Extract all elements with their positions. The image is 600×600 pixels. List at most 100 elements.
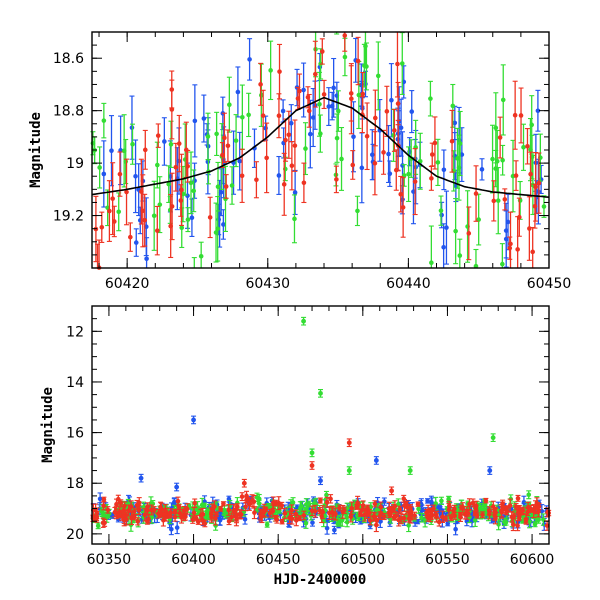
data-point bbox=[243, 504, 248, 510]
data-point bbox=[404, 504, 410, 510]
data-point bbox=[502, 197, 508, 202]
data-point bbox=[267, 510, 273, 516]
data-point bbox=[508, 241, 513, 247]
data-point bbox=[342, 507, 347, 513]
data-point bbox=[429, 176, 434, 181]
data-point bbox=[131, 509, 137, 514]
data-point bbox=[474, 513, 480, 518]
outlier-point bbox=[138, 475, 144, 481]
data-point bbox=[496, 522, 501, 527]
data-point bbox=[162, 139, 167, 144]
data-point bbox=[527, 519, 532, 524]
data-point bbox=[439, 498, 444, 504]
data-point bbox=[472, 517, 478, 523]
data-point bbox=[100, 520, 106, 526]
data-point bbox=[364, 133, 370, 139]
data-point bbox=[389, 97, 394, 103]
data-point bbox=[319, 49, 325, 54]
data-point bbox=[378, 504, 384, 510]
data-point bbox=[290, 500, 296, 505]
data-point bbox=[397, 506, 403, 512]
data-point bbox=[169, 204, 175, 209]
data-point bbox=[225, 143, 231, 149]
bottom-x-tick-label: 60350 bbox=[87, 552, 132, 568]
data-point bbox=[516, 515, 522, 521]
data-point bbox=[513, 173, 519, 178]
data-point bbox=[401, 173, 407, 178]
data-point bbox=[173, 164, 179, 170]
data-point bbox=[301, 87, 306, 93]
data-point bbox=[467, 501, 472, 507]
data-point bbox=[176, 504, 182, 510]
data-point bbox=[277, 69, 282, 74]
data-point bbox=[301, 513, 307, 518]
data-point bbox=[101, 118, 107, 123]
data-point bbox=[513, 504, 519, 510]
data-point bbox=[133, 240, 139, 245]
data-point bbox=[515, 523, 520, 528]
data-point bbox=[528, 147, 533, 152]
outlier-point bbox=[346, 440, 352, 446]
data-point bbox=[172, 514, 178, 520]
data-point bbox=[282, 511, 288, 516]
data-point bbox=[179, 225, 185, 230]
data-point bbox=[151, 213, 157, 219]
outlier-point bbox=[490, 435, 496, 441]
data-point bbox=[530, 249, 535, 255]
data-point bbox=[398, 516, 404, 521]
data-point bbox=[457, 253, 463, 258]
outlier-point bbox=[318, 478, 323, 484]
data-point bbox=[276, 113, 282, 119]
data-point bbox=[268, 68, 273, 73]
data-point bbox=[281, 182, 287, 187]
data-point bbox=[349, 505, 355, 511]
data-point bbox=[358, 511, 363, 516]
data-point bbox=[310, 520, 315, 525]
top-y-tick-label: 18.6 bbox=[53, 51, 84, 67]
data-point bbox=[107, 208, 112, 214]
data-point bbox=[452, 513, 458, 519]
data-point bbox=[179, 515, 184, 520]
data-point bbox=[321, 92, 327, 97]
data-point bbox=[450, 103, 456, 109]
data-point bbox=[136, 500, 142, 506]
data-point bbox=[536, 509, 541, 515]
bottom-y-tick-label: 18 bbox=[66, 476, 84, 492]
data-point bbox=[95, 523, 101, 529]
data-point bbox=[227, 102, 232, 108]
data-point bbox=[439, 212, 444, 218]
data-point bbox=[444, 225, 449, 230]
data-point bbox=[342, 54, 348, 60]
data-point bbox=[139, 189, 144, 194]
data-point bbox=[453, 228, 458, 234]
data-point bbox=[144, 256, 149, 262]
data-point bbox=[297, 515, 302, 521]
data-point bbox=[527, 226, 532, 231]
data-point bbox=[279, 519, 285, 524]
data-point bbox=[239, 494, 245, 499]
data-point bbox=[536, 180, 542, 186]
data-point bbox=[135, 519, 141, 524]
data-point bbox=[332, 527, 337, 533]
data-point bbox=[145, 504, 150, 509]
data-point bbox=[526, 492, 532, 498]
data-point bbox=[242, 516, 248, 522]
data-point bbox=[532, 203, 538, 209]
data-point bbox=[355, 58, 361, 64]
data-point bbox=[523, 518, 529, 524]
data-point bbox=[313, 71, 318, 77]
data-point bbox=[509, 514, 515, 520]
data-point bbox=[205, 134, 211, 139]
data-point bbox=[142, 147, 148, 153]
data-point bbox=[124, 517, 129, 522]
top-panel: 60420 60430 60440 60450 18.6 18.8 19 19.2 Magni… bbox=[28, 31, 571, 292]
data-point bbox=[393, 167, 399, 173]
data-point bbox=[198, 513, 204, 518]
data-point bbox=[541, 204, 547, 209]
data-point bbox=[334, 135, 340, 141]
data-point bbox=[247, 57, 252, 62]
data-point bbox=[521, 144, 526, 150]
data-point bbox=[392, 128, 397, 133]
data-point bbox=[229, 183, 235, 188]
outlier-point bbox=[346, 468, 352, 473]
